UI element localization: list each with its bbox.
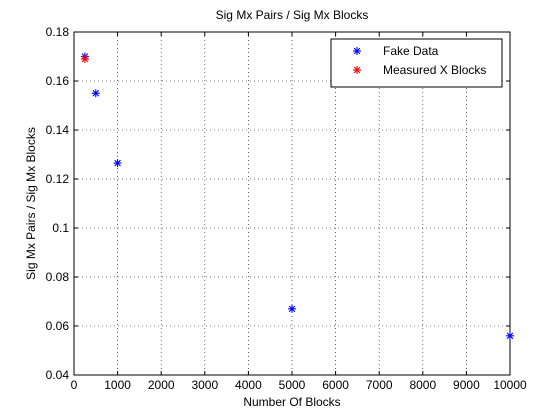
legend-marker-fake-data: [353, 47, 361, 55]
grid: [74, 32, 510, 375]
x-tick-label: 4000: [235, 378, 262, 392]
x-tick-label: 5000: [279, 378, 306, 392]
measured-x-blocks-point: [80, 54, 89, 63]
x-tick-label: 9000: [453, 378, 480, 392]
x-tick-label: 10000: [493, 378, 527, 392]
legend-label-fake-data: Fake Data: [383, 44, 439, 58]
data-points: [80, 52, 514, 340]
y-axis-label: Sig Mx Pairs / Sig Mx Blocks: [24, 127, 38, 280]
tick-marks: [73, 31, 511, 376]
x-tick-label: 0: [71, 378, 78, 392]
y-tick-label: 0.04: [46, 368, 70, 382]
x-tick-label: 6000: [322, 378, 349, 392]
y-tick-label: 0.06: [46, 319, 70, 333]
legend-entries: Fake Data Measured X Blocks: [353, 44, 486, 77]
y-tick-label: 0.1: [52, 221, 69, 235]
x-tick-label: 1000: [104, 378, 131, 392]
x-tick-label: 3000: [191, 378, 218, 392]
y-tick-label: 0.14: [46, 123, 70, 137]
x-tick-label: 7000: [366, 378, 393, 392]
legend-marker-measured-x-blocks: [353, 66, 361, 74]
fake-data-point: [91, 89, 100, 98]
legend: Fake Data Measured X Blocks: [330, 38, 503, 88]
fake-data-point: [288, 304, 296, 313]
legend-box: [330, 38, 503, 88]
y-tick-label: 0.18: [46, 25, 70, 39]
fake-data-point: [113, 159, 122, 168]
tick-labels: 0 1000 2000 3000 4000 5000 6000 7000 8000 9000 100…: [46, 25, 527, 392]
fake-data-point: [506, 331, 514, 340]
y-tick-label: 0.08: [46, 270, 70, 284]
y-tick-label: 0.16: [46, 74, 70, 88]
x-tick-label: 8000: [409, 378, 436, 392]
y-tick-label: 0.12: [46, 172, 70, 186]
chart-title: Sig Mx Pairs / Sig Mx Blocks: [216, 8, 369, 22]
x-tick-label: 2000: [148, 378, 175, 392]
x-axis-label: Number Of Blocks: [243, 395, 340, 409]
legend-label-measured-x-blocks: Measured X Blocks: [383, 63, 486, 77]
